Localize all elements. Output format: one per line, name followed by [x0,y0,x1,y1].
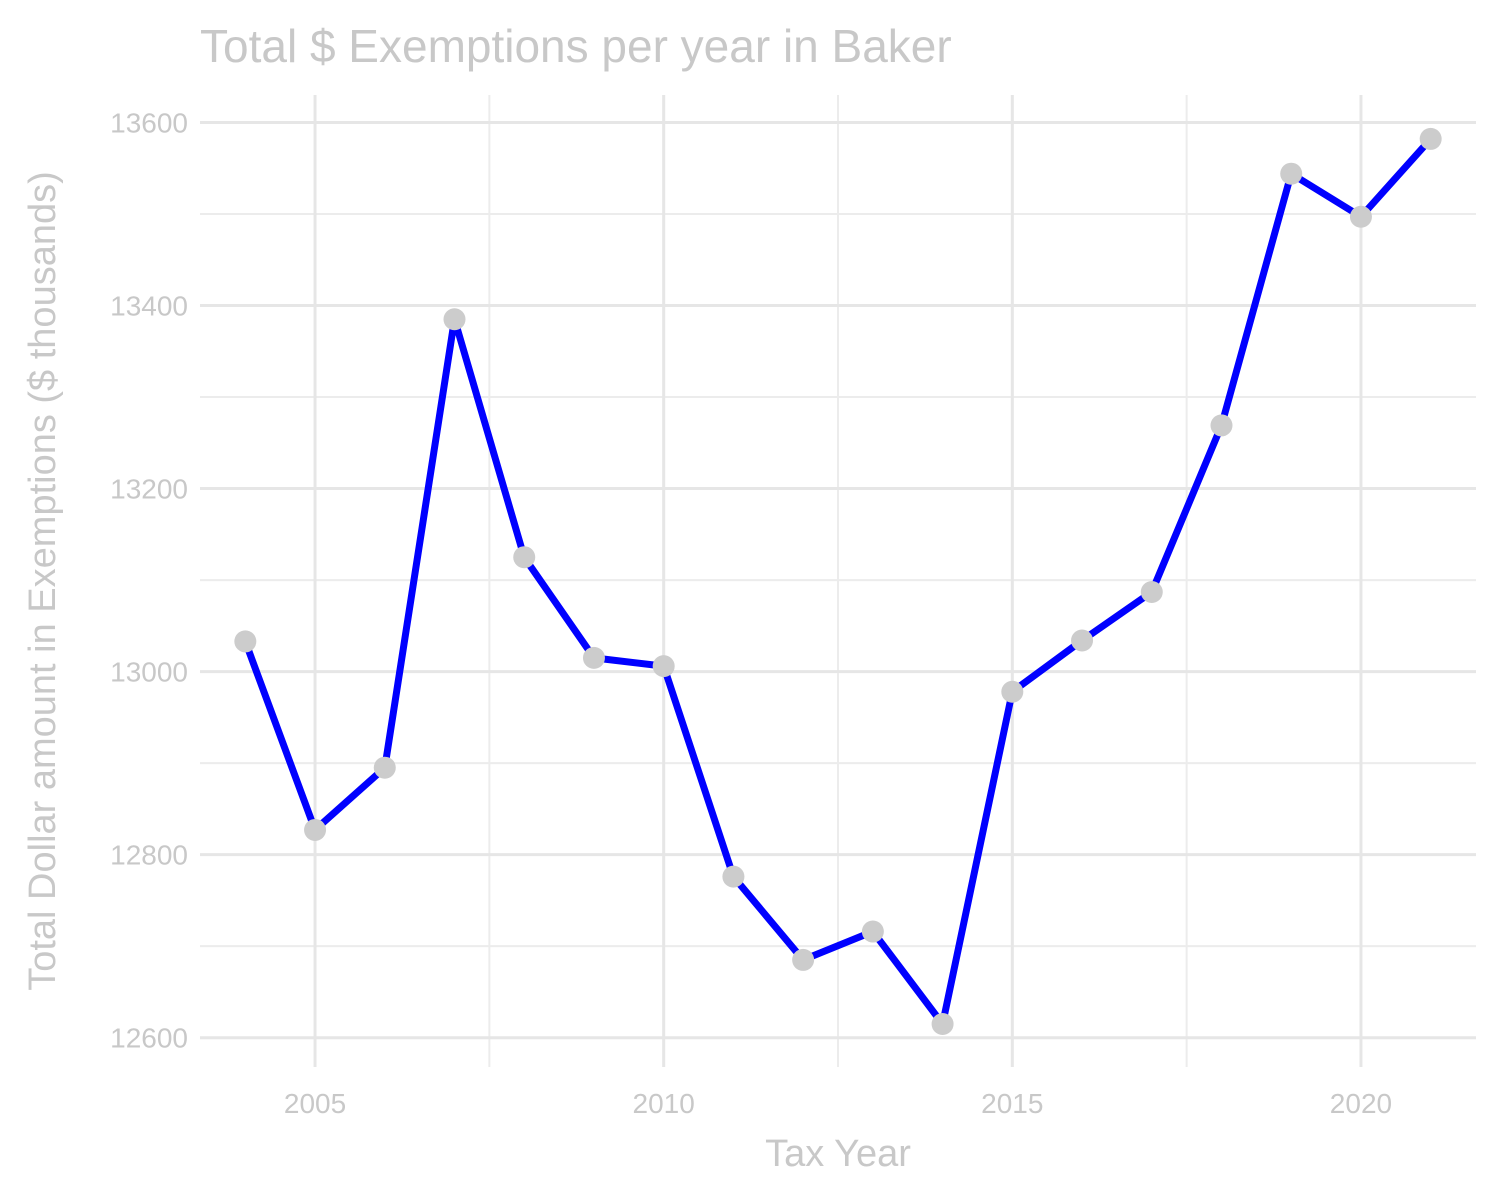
data-point [861,920,884,943]
data-point [304,818,327,841]
data-point [234,630,257,653]
data-point [1419,127,1442,150]
x-axis-ticks: 2005 2010 2015 2020 [284,1088,1392,1119]
y-tick-label: 12600 [110,1023,188,1054]
x-tick-label: 2020 [1330,1088,1392,1119]
data-point [931,1012,954,1035]
y-tick-label: 12800 [110,840,188,871]
x-tick-label: 2005 [284,1088,346,1119]
y-tick-label: 13200 [110,474,188,505]
data-point [443,308,466,331]
data-point [1210,414,1233,437]
data-point [1280,162,1303,185]
data-point [373,756,396,779]
series-layer [241,135,1435,1028]
y-axis-ticks: 12600 12800 13000 13200 13400 13600 [110,107,188,1053]
y-tick-label: 13000 [110,657,188,688]
data-point [1001,680,1024,703]
data-point [1349,205,1372,228]
chart-title: Total $ Exemptions per year in Baker [200,20,952,72]
data-point [1071,629,1094,652]
y-axis-title: Total Dollar amount in Exemptions ($ tho… [22,171,64,991]
data-point [792,948,815,971]
x-tick-label: 2015 [981,1088,1043,1119]
data-point [1140,580,1163,603]
points-layer [234,127,1442,1035]
y-tick-label: 13400 [110,291,188,322]
data-point [582,646,605,669]
grid [200,95,1476,1067]
series-line [241,135,1435,1028]
data-point [513,546,536,569]
data-point [652,655,675,678]
x-axis-title: Tax Year [765,1133,911,1175]
y-tick-label: 13600 [110,107,188,138]
x-tick-label: 2010 [633,1088,695,1119]
data-point [722,865,745,888]
